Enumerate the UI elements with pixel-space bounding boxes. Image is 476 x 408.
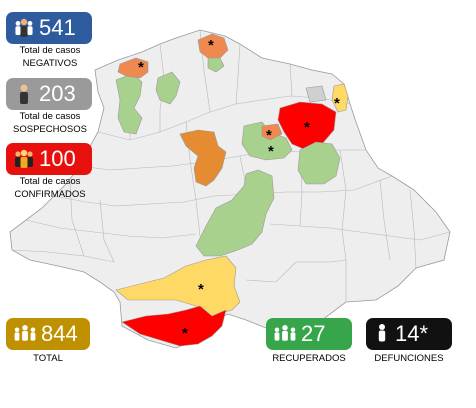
negativos-label: Total de casos NEGATIVOS (19, 45, 81, 69)
sospechosos-value: 203 (39, 81, 76, 106)
marker-coast-red: * (182, 325, 188, 342)
sospechosos-label: Total de casos SOSPECHOSOS (13, 111, 87, 135)
region-yellow-northeast (331, 83, 349, 113)
region-green-south-center (195, 169, 275, 257)
recuperados-badge: 27 (266, 318, 352, 350)
negativos-value: 541 (39, 15, 76, 40)
region-coral-northeast (197, 33, 229, 59)
region-yellow-south (115, 255, 241, 317)
defunciones-label: DEFUNCIONES (374, 353, 444, 364)
region-green-north-1 (115, 73, 143, 135)
region-darkgray-east (305, 85, 327, 103)
people-icon (15, 18, 33, 37)
marker-northeast: * (208, 37, 214, 54)
region-coral-center (261, 123, 283, 141)
marker-center-coral: * (266, 127, 272, 144)
region-red-coast (121, 305, 227, 347)
negativos-badge: 541 (6, 12, 92, 44)
region-green-northeast (207, 57, 225, 73)
marker-east-yellow: * (334, 95, 340, 112)
region-orange-central (179, 129, 227, 187)
marker-center-green: * (268, 143, 274, 160)
recuperados-value: 27 (301, 321, 326, 346)
marker-south-yellow: * (198, 281, 204, 298)
sospechosos-badge: 203 (6, 78, 92, 110)
person-icon (20, 84, 28, 104)
confirmados-label: Total de casos CONFIRMADOS (14, 176, 86, 200)
total-label: TOTAL (33, 353, 63, 364)
marker-morelia: * (304, 119, 310, 136)
region-green-east (297, 141, 341, 185)
people-icon (15, 149, 33, 168)
region-coral-north (117, 57, 149, 79)
group-icon (14, 325, 36, 341)
recuperados-label: RECUPERADOS (272, 353, 346, 364)
group-icon (274, 325, 296, 341)
confirmados-value: 100 (39, 146, 76, 171)
region-green-north-2 (155, 71, 181, 105)
defunciones-badge: 14* (366, 318, 452, 350)
confirmados-badge: 100 (6, 143, 92, 175)
total-value: 844 (41, 321, 78, 346)
marker-north: * (138, 59, 144, 76)
total-badge: 844 (6, 318, 90, 350)
person-icon (378, 324, 386, 342)
defunciones-value: 14* (395, 321, 429, 346)
